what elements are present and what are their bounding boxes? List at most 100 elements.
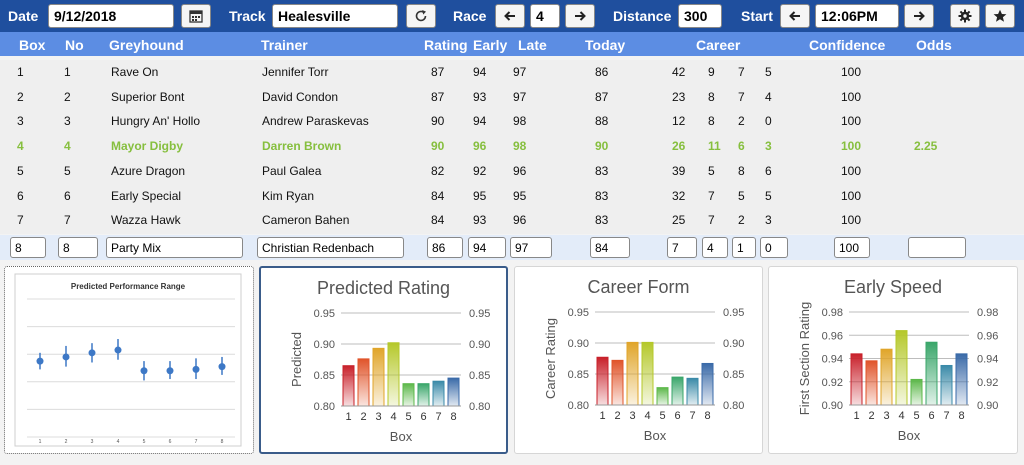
cell-box: 6 <box>17 188 24 203</box>
cell-confidence: 100 <box>841 213 862 228</box>
x-tick-label: 6 <box>674 410 680 422</box>
performance-range-chart: Predicted Performance Range 1 2 3 4 5 6 7 8 <box>14 273 242 447</box>
cell-c3: 2 <box>738 114 745 129</box>
edit-no-input[interactable]: 8 <box>58 237 98 258</box>
edit-early-input[interactable]: 94 <box>468 237 506 258</box>
y-tick-label-right: 0.90 <box>723 338 744 350</box>
race-next-button[interactable] <box>565 4 595 28</box>
col-no[interactable]: No <box>65 37 84 53</box>
predicted-rating-panel[interactable]: Predicted Rating 0.80 0.80 0.85 0.85 0.90 0.9… <box>259 266 508 454</box>
bar-box-5 <box>910 378 923 406</box>
x-axis-title: Box <box>644 428 667 443</box>
x-axis-title: Box <box>390 429 413 444</box>
favorite-button[interactable] <box>985 4 1015 28</box>
cell-confidence: 100 <box>841 89 862 104</box>
x-tick-label: 3 <box>883 410 889 422</box>
table-row[interactable]: 7 7 Wazza Hawk Cameron Bahen 84 93 96 83 25 7 2 3 10… <box>0 208 1024 232</box>
cell-confidence: 100 <box>841 114 862 129</box>
start-next-button[interactable] <box>904 4 934 28</box>
data-point-6 <box>166 367 174 375</box>
y-tick-label-right: 0.92 <box>977 377 998 389</box>
y-tick-label-left: 0.95 <box>568 307 589 319</box>
cell-greyhound: Azure Dragon <box>111 163 186 178</box>
predicted-rating-title: Predicted Rating <box>316 278 451 298</box>
edit-today-input[interactable]: 84 <box>590 237 630 258</box>
col-rating[interactable]: Rating <box>424 37 468 53</box>
calendar-button[interactable] <box>181 4 211 28</box>
bar-box-2 <box>611 359 624 406</box>
x-tick-label: 3 <box>91 439 94 445</box>
race-input[interactable]: 4 <box>530 4 560 28</box>
cell-c4: 5 <box>765 65 772 79</box>
data-point-3 <box>88 349 96 357</box>
x-tick-label: 5 <box>143 439 146 445</box>
table-row[interactable]: 6 6 Early Special Kim Ryan 84 95 95 83 32 7 5 5 100 <box>0 184 1024 208</box>
date-input[interactable]: 9/12/2018 <box>48 4 174 28</box>
table-row[interactable]: 2 2 Superior Bont David Condon 87 93 97 87 23 8 7 4… <box>0 85 1024 109</box>
edit-late-input[interactable]: 97 <box>510 237 552 258</box>
bar-box-1 <box>596 356 609 406</box>
x-tick-label: 5 <box>913 410 919 422</box>
start-prev-button[interactable] <box>780 4 810 28</box>
col-confidence[interactable]: Confidence <box>809 37 886 53</box>
star-icon <box>993 9 1007 22</box>
settings-button[interactable] <box>950 4 980 28</box>
col-odds[interactable]: Odds <box>916 37 952 53</box>
refresh-button[interactable] <box>406 4 436 28</box>
col-greyhound[interactable]: Greyhound <box>109 37 184 53</box>
x-tick-label: 2 <box>360 411 366 423</box>
y-axis-title: Predicted <box>289 332 304 387</box>
y-tick-label-right: 0.96 <box>977 330 998 342</box>
edit-trainer-input[interactable]: Christian Redenbach <box>257 237 404 258</box>
table-row[interactable]: 1 1 Rave On Jennifer Torr 87 94 97 86 42 9 7 5 100 <box>0 60 1024 84</box>
bar-box-5 <box>402 383 415 407</box>
table-row[interactable]: 4 4 Mayor Digby Darren Brown 90 96 98 90 26 11 6 3 1… <box>0 134 1024 158</box>
x-tick-label: 4 <box>390 411 396 423</box>
x-tick-label: 7 <box>689 410 695 422</box>
bar-box-6 <box>417 383 430 407</box>
col-late[interactable]: Late <box>518 37 547 53</box>
start-time-input[interactable]: 12:06PM <box>815 4 899 28</box>
edit-greyhound-input[interactable]: Party Mix <box>106 237 243 258</box>
col-box[interactable]: Box <box>19 37 46 53</box>
edit-career-seconds-input[interactable]: 1 <box>732 237 756 258</box>
col-trainer[interactable]: Trainer <box>261 37 308 53</box>
cell-c3: 8 <box>738 163 745 178</box>
race-label: Race <box>453 8 487 24</box>
edit-career-starts-input[interactable]: 7 <box>667 237 697 258</box>
col-early[interactable]: Early <box>473 37 508 53</box>
x-tick-label: 1 <box>39 439 42 445</box>
edit-career-wins-input[interactable]: 4 <box>702 237 728 258</box>
y-tick-label-right: 0.94 <box>977 354 998 366</box>
cell-greyhound: Mayor Digby <box>111 139 184 154</box>
x-tick-label: 8 <box>704 410 710 422</box>
track-input[interactable]: Healesville <box>272 4 398 28</box>
data-point-7 <box>192 365 200 373</box>
edit-odds-input[interactable] <box>908 237 966 258</box>
bar-box-4 <box>641 341 654 406</box>
edit-career-thirds-input[interactable]: 0 <box>760 237 788 258</box>
table-row[interactable]: 3 3 Hungry An' Hollo Andrew Paraskevas 90 94 9… <box>0 109 1024 133</box>
performance-range-panel[interactable]: Predicted Performance Range 1 2 3 4 5 6 7 8 <box>4 266 254 454</box>
cell-rating: 84 <box>431 213 445 228</box>
edit-rating-input[interactable]: 86 <box>427 237 463 258</box>
cell-early: 95 <box>473 188 487 203</box>
runner-table: 1 1 Rave On Jennifer Torr 87 94 97 86 42 9 7 5 100 2 2… <box>0 60 1024 234</box>
bar-box-3 <box>626 341 639 406</box>
table-row[interactable]: 5 5 Azure Dragon Paul Galea 82 92 96 83 39 5 8 6 100 <box>0 159 1024 183</box>
cell-today: 83 <box>595 188 609 203</box>
early-speed-panel[interactable]: Early Speed 0.90 0.90 0.92 0.92 0.94 0.94 0.96… <box>768 266 1018 454</box>
col-today[interactable]: Today <box>585 37 626 53</box>
x-tick-label: 1 <box>345 411 351 423</box>
bar-box-7 <box>940 364 953 406</box>
y-tick-label-left: 0.90 <box>314 339 335 351</box>
edit-box-input[interactable]: 8 <box>10 237 46 258</box>
col-career[interactable]: Career <box>696 37 741 53</box>
race-prev-button[interactable] <box>495 4 525 28</box>
career-form-panel[interactable]: Career Form 0.80 0.80 0.85 0.85 0.90 0.90 0.95… <box>514 266 763 454</box>
y-tick-label-right: 0.80 <box>723 400 744 412</box>
edit-confidence-input[interactable]: 100 <box>834 237 870 258</box>
y-tick-label-left: 0.90 <box>822 400 843 412</box>
cell-c2: 5 <box>708 163 715 178</box>
distance-input[interactable]: 300 <box>678 4 722 28</box>
